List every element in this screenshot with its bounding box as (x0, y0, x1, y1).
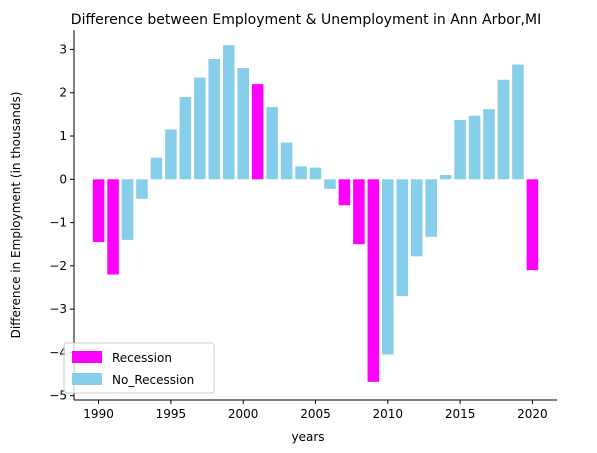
y-tick-label: −5 (49, 389, 67, 403)
y-tick-label: −3 (49, 302, 67, 316)
bar-2019 (512, 64, 524, 180)
bar-2001 (251, 84, 264, 180)
bar-2011 (396, 179, 409, 297)
bar-2000 (237, 68, 249, 180)
bar-2014 (439, 174, 452, 180)
bar-1998 (208, 58, 221, 180)
y-tick-label: −1 (49, 216, 67, 230)
x-tick-label: 1995 (156, 407, 187, 421)
y-tick-label: −4 (49, 345, 67, 359)
bar-2009 (367, 179, 380, 382)
y-tick-label: 0 (59, 172, 67, 186)
y-axis-label: Difference in Employment (in thousands) (9, 92, 23, 339)
y-tick-label: 2 (59, 86, 67, 100)
legend-label-no-recession: No_Recession (112, 373, 194, 387)
bar-2015 (454, 120, 466, 180)
x-tick-label: 1990 (83, 407, 114, 421)
bar-1990 (92, 179, 105, 243)
bar-2018 (497, 79, 510, 180)
bar-2004 (295, 166, 307, 180)
bar-2013 (425, 179, 437, 237)
x-tick-label: 2020 (517, 407, 548, 421)
bar-1994 (150, 157, 163, 180)
x-tick-label: 2010 (373, 407, 404, 421)
chart-title: Difference between Employment & Unemploy… (71, 12, 541, 28)
legend-label-recession: Recession (112, 351, 172, 365)
bar-2016 (468, 115, 481, 180)
x-tick-label: 2015 (445, 407, 476, 421)
legend-swatch-no-recession (72, 373, 102, 385)
bar-2003 (280, 142, 293, 180)
y-tick-label: 1 (59, 129, 67, 143)
bar-1991 (107, 179, 119, 275)
bar-1997 (194, 77, 206, 180)
bar-1995 (165, 129, 177, 180)
legend-swatch-recession (72, 351, 102, 363)
bar-2002 (266, 107, 278, 180)
y-tick-label: −2 (49, 259, 67, 273)
x-ticks: 1990 1995 2000 2005 2010 2015 2020 (83, 400, 548, 421)
bar-2020 (526, 179, 539, 271)
x-tick-label: 2005 (300, 407, 331, 421)
bar-2005 (309, 167, 322, 180)
bar-2006 (324, 179, 336, 189)
bar-1999 (222, 45, 235, 180)
x-tick-label: 2000 (228, 407, 259, 421)
x-axis-label: years (291, 430, 324, 444)
legend: Recession No_Recession (63, 342, 215, 394)
bar-1996 (179, 97, 192, 180)
bar-2012 (410, 179, 423, 257)
y-tick-label: 3 (59, 42, 67, 56)
y-ticks: −5 −4 −3 −2 −1 0 1 2 3 (49, 42, 74, 403)
bar-2010 (382, 179, 394, 355)
bar-1992 (121, 179, 134, 240)
bar-2017 (483, 109, 495, 180)
bars (92, 45, 539, 382)
bar-2007 (338, 179, 351, 206)
bar-1993 (136, 179, 148, 199)
bar-2008 (353, 179, 365, 245)
